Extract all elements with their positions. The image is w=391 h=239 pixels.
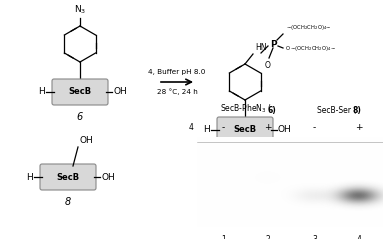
Text: H: H <box>203 125 210 135</box>
Text: SecB: SecB <box>56 173 79 181</box>
Text: OH: OH <box>80 136 94 145</box>
Text: N$_3$: N$_3$ <box>74 4 86 16</box>
FancyBboxPatch shape <box>52 79 108 105</box>
Text: 2: 2 <box>265 235 271 239</box>
Text: 6: 6 <box>77 112 83 122</box>
FancyBboxPatch shape <box>217 117 273 143</box>
Text: HN: HN <box>255 43 267 52</box>
Text: SecB: SecB <box>68 87 91 97</box>
Text: OH: OH <box>101 173 115 181</box>
Text: -: - <box>313 123 316 132</box>
Text: H: H <box>26 173 33 181</box>
Text: 28 °C, 24 h: 28 °C, 24 h <box>157 88 197 95</box>
Text: 8): 8) <box>352 106 361 115</box>
Text: $\mathsf{\sim\!\left(OCH_2CH_2O\right)_4\!\sim}$: $\mathsf{\sim\!\left(OCH_2CH_2O\right)_4… <box>285 23 332 32</box>
Text: 4, Buffer pH 8.0: 4, Buffer pH 8.0 <box>148 69 206 75</box>
Text: 8: 8 <box>65 197 71 207</box>
Text: 4: 4 <box>357 235 361 239</box>
Text: P: P <box>270 39 276 49</box>
Text: O: O <box>265 61 271 70</box>
Text: 3: 3 <box>312 235 317 239</box>
Text: SecB-PheN$_3$ (: SecB-PheN$_3$ ( <box>220 103 272 115</box>
Text: +: + <box>355 123 363 132</box>
Text: +: + <box>264 123 272 132</box>
Text: H: H <box>38 87 45 97</box>
Text: OH: OH <box>278 125 292 135</box>
Text: O$\mathsf{\sim\!\left(OCH_2CH_2O\right)_4\!\sim}$: O$\mathsf{\sim\!\left(OCH_2CH_2O\right)_… <box>285 43 336 53</box>
Text: 1: 1 <box>221 235 226 239</box>
FancyBboxPatch shape <box>40 164 96 190</box>
Text: 6): 6) <box>267 106 276 115</box>
Text: 4: 4 <box>188 123 194 132</box>
Text: SecB: SecB <box>233 125 256 135</box>
Text: SecB-Ser (: SecB-Ser ( <box>317 106 357 115</box>
Text: -: - <box>222 123 225 132</box>
Text: 7: 7 <box>242 150 248 160</box>
Text: OH: OH <box>113 87 127 97</box>
